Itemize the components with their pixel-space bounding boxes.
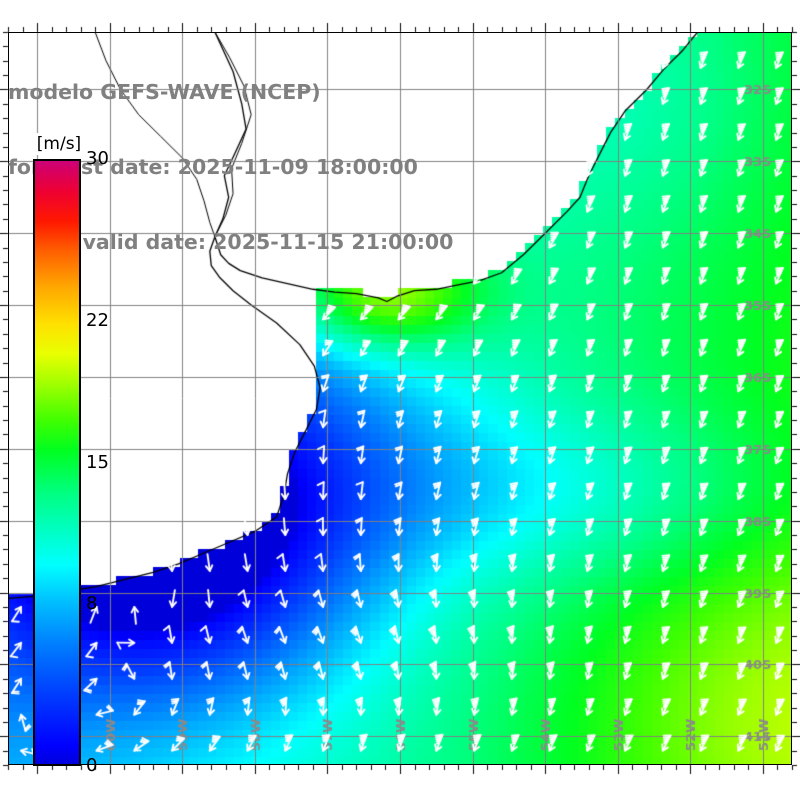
- colorbar-unit-label: [m/s]: [25, 133, 93, 155]
- model-title: modelo GEFS-WAVE (NCEP): [8, 80, 321, 104]
- colorbar-gradient: [33, 159, 81, 766]
- title-block: modelo GEFS-WAVE (NCEP) forecast date: 2…: [8, 30, 528, 305]
- colorbar-tick-15: 15: [86, 451, 109, 473]
- colorbar-tick-0: 0: [86, 755, 98, 776]
- valid-date-line: valid date: 2025-11-15 21:00:00: [82, 230, 454, 254]
- colorbar-tick-30: 30: [86, 148, 109, 169]
- colorbar-tick-8: 8: [86, 593, 98, 615]
- colorbar-tick-22: 22: [86, 309, 109, 331]
- colorbar[interactable]: [33, 159, 81, 766]
